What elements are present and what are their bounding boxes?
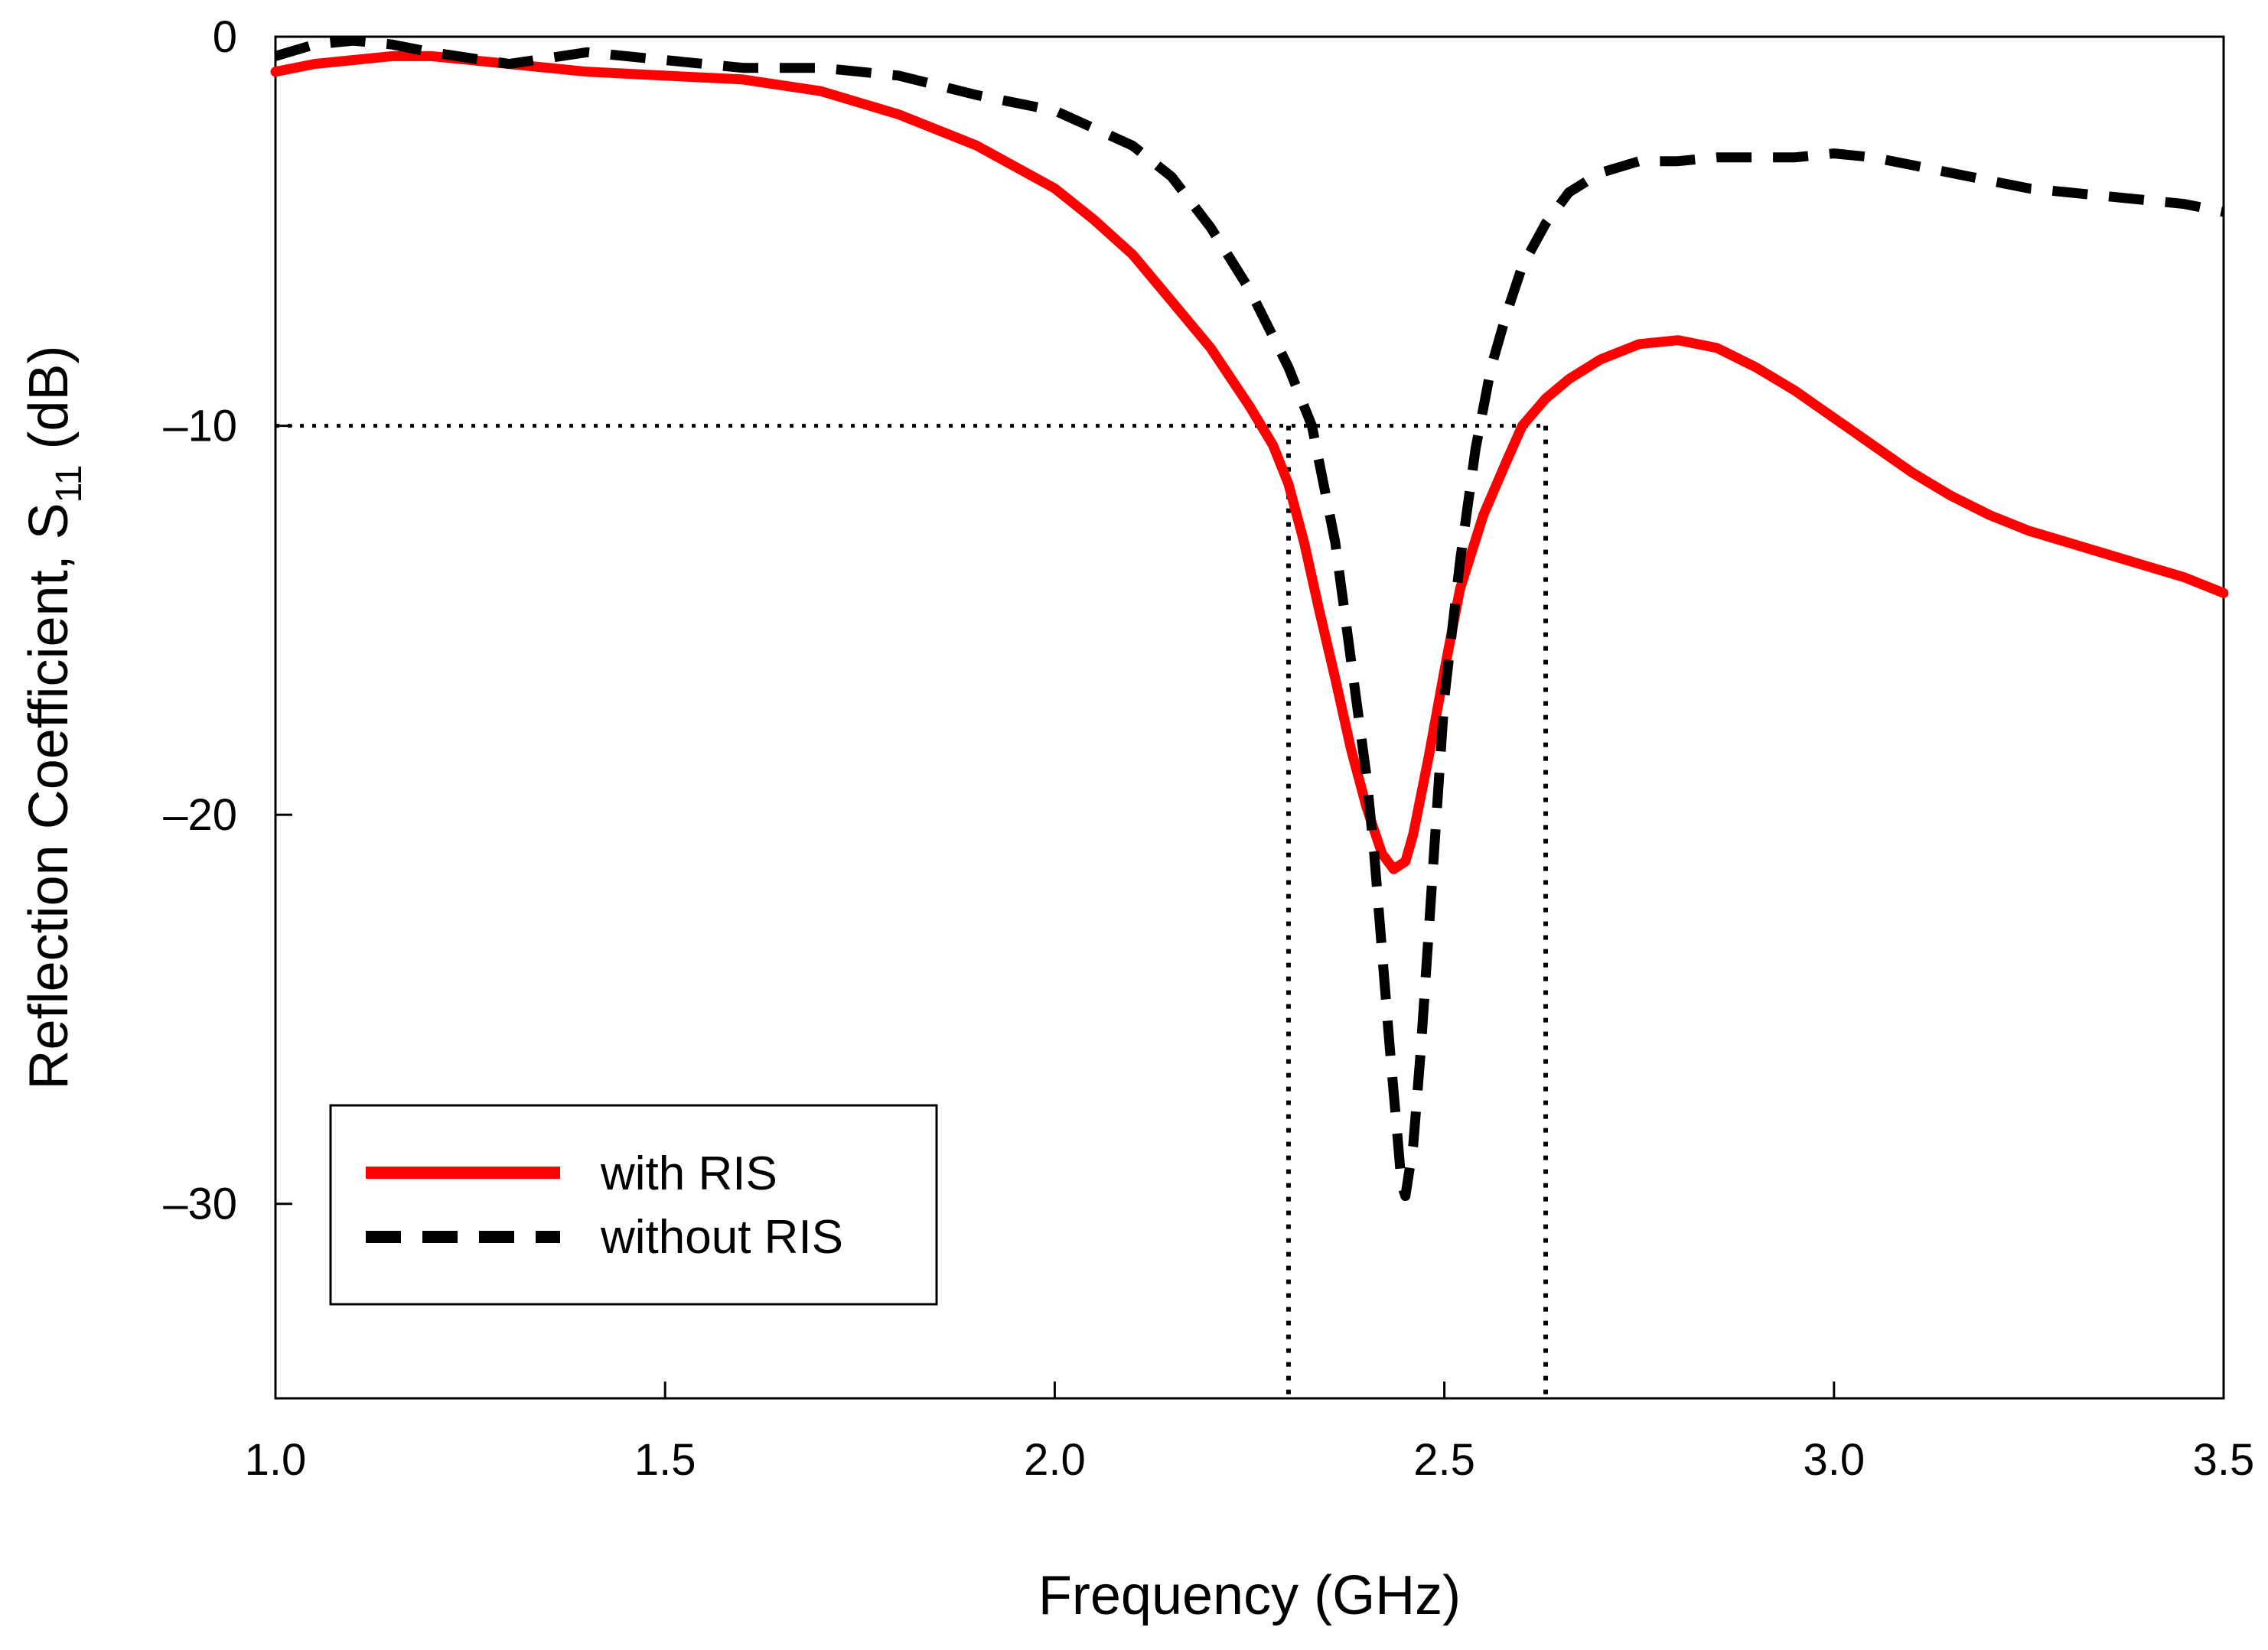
x-tick-label: 2.5 — [1413, 1435, 1475, 1485]
plot-frame — [274, 35, 2225, 1400]
y-tick-label: –30 — [163, 1180, 237, 1229]
legend-label-without-ris: without RIS — [600, 1211, 843, 1264]
series-line-without-ris — [274, 35, 2225, 1201]
x-tick-label: 3.5 — [2193, 1435, 2255, 1485]
legend: with RIS without RIS — [329, 1104, 938, 1306]
legend-box — [329, 1104, 938, 1306]
series-layer — [270, 35, 2229, 1201]
y-axis-ticks: 0 –10 –20 –30 — [163, 12, 292, 1229]
legend-label-with-ris: with RIS — [600, 1147, 777, 1200]
x-axis-ticks: 1.0 1.5 2.0 2.5 3.0 3.5 — [245, 1382, 2255, 1485]
x-axis-title: Frequency (GHz) — [1038, 1565, 1461, 1626]
x-tick-label: 1.5 — [634, 1435, 696, 1485]
y-tick-label: 0 — [213, 12, 237, 62]
series-line-with-ris — [270, 50, 2229, 874]
x-tick-label: 1.0 — [245, 1435, 307, 1485]
y-tick-label: –20 — [163, 790, 237, 840]
x-tick-label: 3.0 — [1803, 1435, 1865, 1485]
y-axis-title: Reflection Coefficient, S11 (dB) — [18, 346, 90, 1090]
x-tick-label: 2.0 — [1024, 1435, 1086, 1485]
y-tick-label: –10 — [163, 402, 237, 451]
reference-lines — [275, 424, 1548, 1398]
